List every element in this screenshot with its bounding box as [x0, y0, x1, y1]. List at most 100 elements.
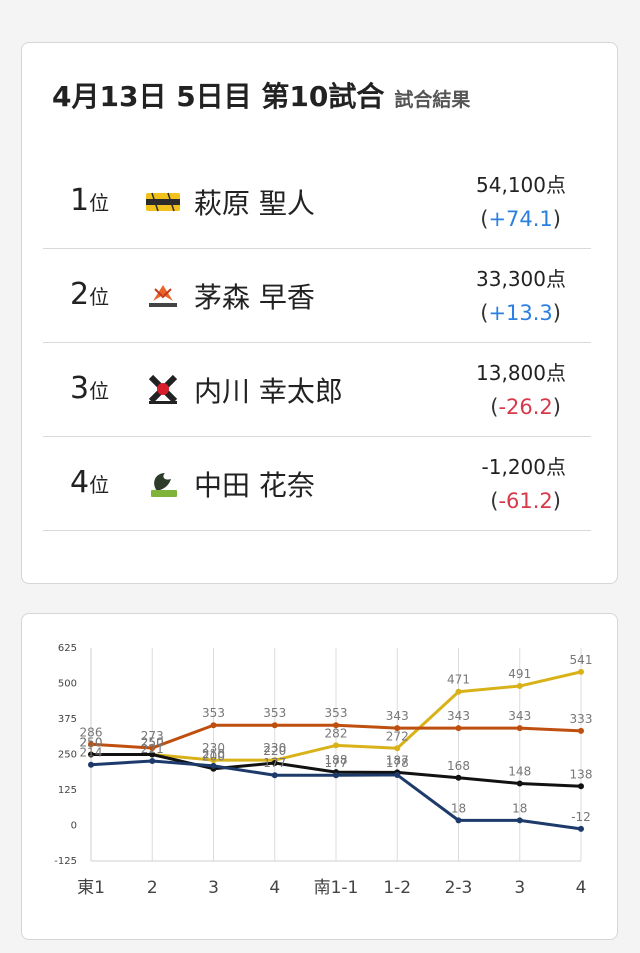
player-name: 内川 幸太郎	[194, 375, 343, 408]
data-point	[578, 783, 584, 790]
data-point	[149, 744, 156, 751]
x-tick-label: 南1-1	[314, 878, 359, 898]
data-label: 214	[80, 746, 103, 760]
x-tick-label: 2	[147, 878, 158, 898]
data-point	[88, 761, 94, 768]
rank-label: 3位	[70, 371, 110, 406]
data-point	[578, 668, 584, 675]
y-tick-label: 625	[58, 643, 77, 654]
point-delta: (-26.2)	[490, 395, 561, 419]
data-label: 200	[202, 750, 225, 764]
data-point	[271, 760, 278, 767]
x-tick-label: 4	[576, 878, 587, 898]
y-tick-label: -125	[54, 856, 77, 867]
x-tick-label: 3	[514, 878, 525, 898]
data-label: 343	[508, 709, 531, 723]
data-point	[271, 772, 278, 779]
y-tick-label: 250	[58, 750, 77, 761]
data-label: 178	[386, 756, 409, 770]
data-point	[455, 725, 462, 732]
data-label: 343	[386, 709, 409, 723]
result-row-2[interactable]: 2位 茅森 早香 33,300点 (+13.3)	[43, 249, 591, 343]
x-tick-label: 東1	[77, 878, 105, 898]
data-point	[210, 722, 217, 729]
result-row-1[interactable]: 1位 萩原 聖人 54,100点 (+74.1)	[43, 155, 591, 249]
data-point	[516, 817, 523, 824]
data-point	[271, 722, 278, 729]
player-name: 中田 花奈	[194, 469, 315, 502]
player-name: 茅森 早香	[194, 281, 315, 314]
data-label: 221	[141, 742, 164, 756]
player-score: 33,300点	[476, 267, 566, 291]
data-label: 177	[325, 756, 348, 770]
data-label: 230	[202, 741, 225, 755]
data-label: 333	[570, 712, 593, 726]
score-line-chart: 東1 2 3 4 南1-1 1-2 2-3 3 46255003752501250-125250…	[54, 643, 593, 898]
match-title-row: 4月13日 5日目 第10試合 試合結果	[52, 75, 470, 115]
data-point	[88, 751, 94, 758]
data-label: 188	[325, 753, 348, 767]
data-label: 491	[508, 667, 531, 681]
y-tick-label: 125	[58, 785, 77, 796]
result-row-3[interactable]: 3位 内川 幸太郎 13,800点 (-26.2)	[43, 343, 591, 437]
rank-label: 1位	[70, 183, 110, 218]
data-point	[516, 683, 523, 690]
data-point	[516, 780, 523, 787]
data-label: 343	[447, 709, 470, 723]
data-point	[578, 727, 584, 734]
data-point	[333, 772, 339, 779]
data-label: 220	[263, 744, 286, 758]
data-point	[210, 762, 217, 769]
y-tick-label: 500	[58, 679, 77, 690]
abemas-logo-icon	[151, 473, 177, 497]
result-card: 4月13日 5日目 第10試合 試合結果 1位 萩原 聖人 54,100点 (+7…	[21, 42, 618, 584]
data-label: 353	[325, 706, 348, 720]
data-label: 250	[80, 736, 103, 750]
data-label: 471	[447, 673, 470, 687]
player-score: 13,800点	[476, 361, 566, 385]
data-point	[516, 725, 523, 732]
data-label: 18	[451, 801, 466, 815]
data-point	[455, 688, 462, 695]
data-point	[149, 758, 156, 765]
data-label: 273	[141, 729, 164, 743]
point-delta: (+13.3)	[480, 301, 561, 325]
data-point	[210, 757, 217, 764]
y-tick-label: 375	[58, 714, 77, 725]
point-delta: (-61.2)	[490, 489, 561, 513]
data-point	[88, 741, 94, 748]
chart-card: 東1 2 3 4 南1-1 1-2 2-3 3 4 625 500 375 250 125 0 -125 250…	[21, 613, 618, 940]
data-point	[578, 825, 584, 832]
x-tick-label: 2-3	[445, 878, 473, 898]
x-tick-label: 3	[208, 878, 219, 898]
player-name: 萩原 聖人	[194, 187, 315, 220]
data-point	[333, 742, 339, 749]
player-score: 54,100点	[476, 173, 566, 197]
y-tick-label: 0	[71, 821, 77, 832]
point-delta: (+74.1)	[480, 207, 561, 231]
data-label: 187	[386, 753, 409, 767]
x-tick-label: 4	[269, 878, 280, 898]
data-point	[455, 774, 462, 781]
data-point	[394, 725, 401, 732]
data-point	[394, 745, 401, 752]
data-label: 353	[263, 706, 286, 720]
rinkaizan-logo-icon	[148, 375, 178, 404]
data-label: -12	[571, 810, 591, 824]
result-row-4[interactable]: 4位 中田 花奈 -1,200点 (-61.2)	[43, 437, 591, 531]
phoenix-logo-icon	[149, 285, 177, 307]
data-label: 177	[263, 756, 286, 770]
data-point	[394, 771, 401, 778]
data-label: 286	[80, 725, 103, 739]
data-point	[333, 722, 339, 729]
player-score: -1,200点	[481, 455, 566, 479]
x-tick-label: 1-2	[383, 878, 411, 898]
data-label: 541	[570, 653, 593, 667]
data-label: 282	[325, 726, 348, 740]
data-label: 250	[141, 736, 164, 750]
data-label: 353	[202, 706, 225, 720]
data-point	[149, 751, 156, 758]
rank-label: 4位	[70, 465, 110, 500]
match-result-label: 試合結果	[394, 89, 471, 111]
data-label: 272	[386, 729, 409, 743]
